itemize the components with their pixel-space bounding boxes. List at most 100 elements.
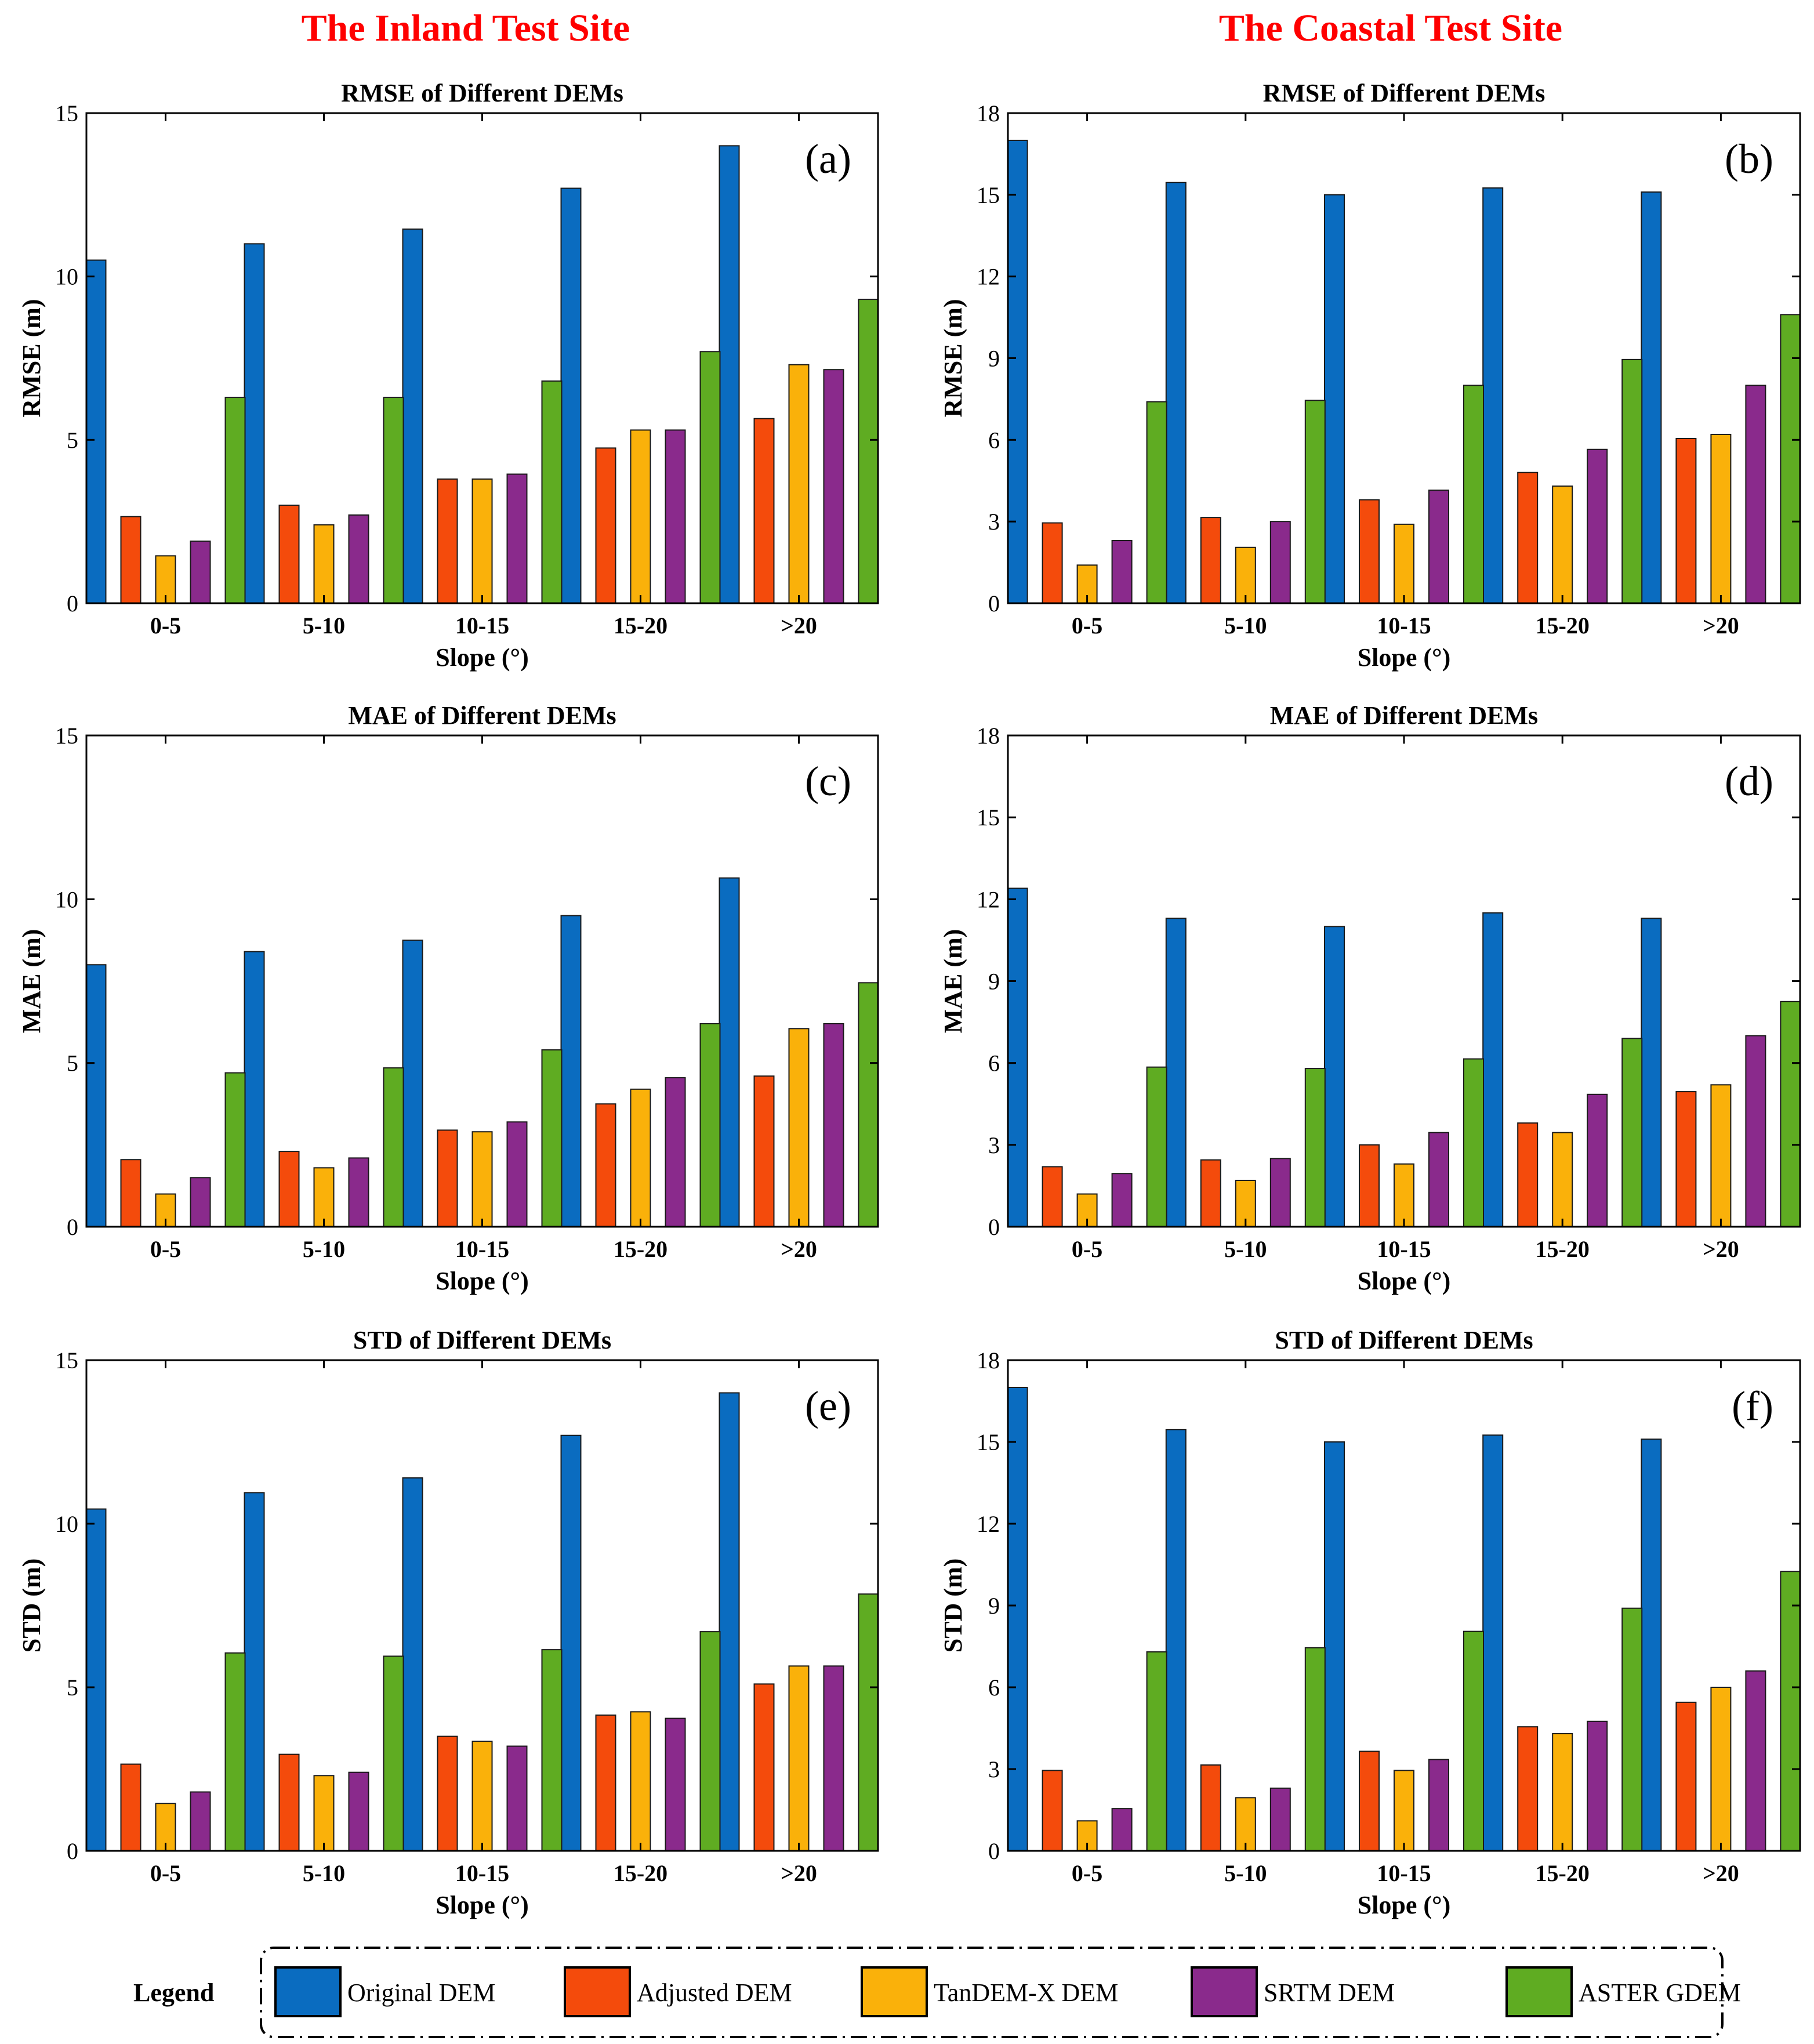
chart-panel-d: MAE of Different DEMs 0 3 6 9 12 15 18 0-5 5-10 10…	[939, 701, 1801, 1295]
bar-b-4-2	[1710, 433, 1732, 604]
bar-d-4-3	[1745, 1035, 1766, 1227]
bar-d-1-1	[1200, 1159, 1221, 1227]
bar-c-1-3	[348, 1157, 369, 1228]
legend: Legend Original DEM Adjusted DEM TanDEM-X …	[133, 1947, 1741, 2038]
bar-d-4-0	[1641, 918, 1662, 1227]
bar-d-3-4	[1621, 1038, 1643, 1227]
bar-b-1-2	[1235, 546, 1256, 604]
panel-tag-a: (a)	[805, 136, 851, 182]
bar-a-4-3	[823, 369, 844, 604]
ytick-label-d-1: 3	[988, 1132, 1000, 1158]
bar-a-2-0	[402, 228, 423, 604]
bar-f-0-0	[1007, 1387, 1028, 1851]
ytick-label-c-1: 5	[67, 1050, 78, 1077]
bar-d-2-3	[1428, 1132, 1449, 1227]
bar-b-2-4	[1463, 385, 1484, 604]
ytick-label-e-1: 5	[67, 1675, 78, 1701]
bar-d-4-4	[1780, 1001, 1801, 1227]
bar-f-3-4	[1621, 1607, 1643, 1851]
coastal-site-title: The Coastal Test Site	[1219, 7, 1562, 49]
bar-c-4-1	[753, 1075, 775, 1227]
bar-d-0-0	[1007, 887, 1028, 1227]
bar-a-1-2	[313, 524, 335, 604]
bar-f-2-4	[1463, 1630, 1484, 1851]
bar-b-4-3	[1745, 385, 1766, 604]
chart-panels: RMSE of Different DEMs 0 5 10 15 0-5 5-10 10-15…	[17, 79, 1801, 1919]
chart-panel-e: STD of Different DEMs 0 5 10 15 0-5 5-10 10-15 1…	[17, 1326, 879, 1919]
bar-b-3-4	[1621, 358, 1643, 604]
bar-e-4-1	[753, 1683, 775, 1852]
xtick-label-d-0: 0-5	[1072, 1236, 1102, 1262]
bar-e-1-4	[383, 1655, 404, 1851]
ytick-label-b-4: 12	[977, 264, 1000, 290]
ytick-label-c-0: 0	[67, 1214, 78, 1240]
bar-b-4-4	[1780, 314, 1801, 604]
bar-f-0-4	[1146, 1651, 1167, 1851]
legend-swatch-3	[1191, 1966, 1258, 2017]
xlabel-e: Slope (°)	[436, 1891, 529, 1919]
xlabel-a: Slope (°)	[436, 643, 529, 672]
bar-c-3-3	[665, 1077, 686, 1227]
bar-a-2-1	[437, 478, 458, 604]
xtick-label-f-1: 5-10	[1224, 1860, 1267, 1886]
bar-c-1-0	[244, 951, 265, 1228]
bar-e-0-1	[120, 1763, 142, 1852]
bar-a-0-1	[120, 516, 142, 604]
bar-d-0-1	[1042, 1166, 1063, 1228]
bar-e-2-3	[506, 1745, 528, 1852]
bar-b-1-3	[1269, 521, 1291, 604]
bar-d-2-2	[1394, 1163, 1414, 1227]
panel-tag-e: (e)	[805, 1383, 851, 1429]
xtick-label-f-2: 10-15	[1377, 1860, 1431, 1886]
bar-c-3-2	[630, 1088, 651, 1227]
bar-a-0-4	[224, 397, 246, 604]
bar-f-4-1	[1675, 1701, 1697, 1852]
bar-f-1-0	[1165, 1429, 1187, 1852]
bar-e-1-1	[278, 1753, 300, 1852]
bar-f-4-3	[1745, 1670, 1766, 1852]
bar-d-3-3	[1587, 1093, 1608, 1227]
bar-e-2-2	[471, 1741, 493, 1852]
legend-label-3: SRTM DEM	[1264, 1978, 1395, 2007]
ylabel-e: STD (m)	[17, 1559, 46, 1653]
bar-b-3-2	[1552, 485, 1573, 604]
bar-e-3-0	[560, 1434, 582, 1851]
xlabel-b: Slope (°)	[1358, 643, 1451, 672]
bar-b-3-0	[1482, 187, 1504, 604]
bar-b-3-1	[1517, 472, 1539, 604]
ytick-label-e-3: 15	[55, 1347, 78, 1373]
bar-f-2-2	[1394, 1770, 1414, 1852]
xtick-label-a-4: >20	[781, 613, 817, 639]
bar-f-1-2	[1235, 1797, 1256, 1852]
bar-b-0-3	[1111, 540, 1133, 604]
bar-d-1-4	[1304, 1068, 1326, 1227]
legend-swatch-4	[1505, 1966, 1573, 2017]
ytick-label-d-4: 12	[977, 886, 1000, 912]
bar-f-0-3	[1111, 1808, 1133, 1851]
bar-c-4-0	[719, 877, 740, 1227]
ytick-label-b-0: 0	[988, 590, 1000, 617]
bar-f-1-1	[1200, 1764, 1221, 1851]
legend-swatch-0	[274, 1966, 342, 2017]
xtick-label-e-0: 0-5	[150, 1860, 181, 1886]
xlabel-d: Slope (°)	[1358, 1267, 1451, 1295]
xtick-label-d-1: 5-10	[1224, 1236, 1267, 1262]
bar-f-4-4	[1780, 1571, 1801, 1851]
xtick-label-e-2: 10-15	[455, 1860, 509, 1886]
xtick-label-b-2: 10-15	[1377, 613, 1431, 639]
bar-d-0-3	[1111, 1173, 1133, 1228]
bar-e-2-0	[402, 1477, 423, 1852]
bar-a-2-4	[541, 380, 563, 604]
bar-e-3-3	[665, 1717, 686, 1852]
bar-c-1-4	[383, 1067, 404, 1228]
bar-b-2-0	[1324, 194, 1345, 604]
bar-f-3-0	[1482, 1434, 1504, 1851]
panel-title-a: RMSE of Different DEMs	[341, 79, 623, 107]
bar-a-2-2	[471, 478, 493, 604]
xtick-label-a-0: 0-5	[150, 613, 181, 639]
ytick-label-c-3: 15	[55, 723, 78, 749]
legend-label-4: ASTER GDEM	[1579, 1978, 1741, 2007]
chart-panel-a: RMSE of Different DEMs 0 5 10 15 0-5 5-10 10-15…	[17, 79, 879, 672]
bar-d-0-4	[1146, 1066, 1167, 1227]
